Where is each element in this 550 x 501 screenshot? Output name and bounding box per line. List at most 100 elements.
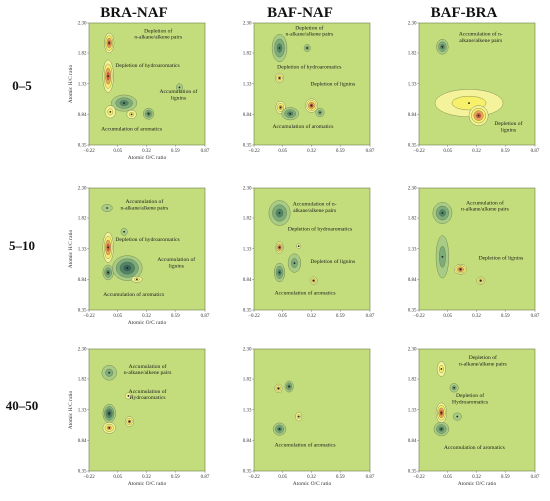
contour-peak-dot — [123, 102, 126, 104]
contour-peak-dot — [277, 387, 280, 390]
contour-group — [433, 361, 462, 437]
y-tick-label: 0.35 — [408, 309, 417, 314]
x-tick-label: 0.32 — [472, 149, 481, 154]
contour-blob-positive — [434, 89, 504, 118]
panel-r2-c0: −0.22 0.05 0.32 0.59 0.87 0.35 0.84 1.33 1.82 2.3… — [68, 348, 210, 487]
contour-blob-negative — [268, 200, 291, 226]
contour-peak-dot — [108, 371, 111, 374]
x-tick-label: 0.32 — [472, 475, 481, 480]
contour-blob-negative — [315, 107, 325, 118]
x-tick-label: −0.22 — [83, 149, 95, 154]
contour-blob-positive — [275, 241, 284, 254]
contour-blob-positive — [104, 32, 115, 54]
contour-blob-negative — [101, 204, 113, 212]
x-tick-label: 0.05 — [443, 475, 452, 480]
contour-blob-negative — [101, 365, 117, 381]
contour-peak-dot — [441, 45, 444, 48]
contour-peak-dot — [440, 428, 443, 430]
contour-group — [101, 204, 143, 283]
contour-peak-dot — [108, 412, 111, 415]
panel-r1-c0: −0.22 0.05 0.32 0.59 0.87 0.35 0.84 1.33 1.82 2.3… — [68, 187, 210, 326]
annotation-depletion-of-lignins: Depletion of lignins — [310, 81, 355, 88]
contour-blob-negative — [112, 255, 143, 281]
x-tick-label: 0.05 — [113, 314, 122, 319]
contour-peak-dot — [468, 102, 470, 104]
contour-blob-negative — [274, 262, 286, 283]
annotation-label: Depletion of hydroaromatics — [277, 64, 341, 71]
annotation-label: Depletion of hydroaromatics — [115, 236, 179, 243]
annotation-label: Depletion of n-alkane/alkene pairs — [285, 24, 333, 37]
annotation-label: Accumulation of aromatics — [103, 291, 164, 298]
contour-peak-dot — [278, 47, 281, 49]
x-tick-label: 0.87 — [201, 149, 210, 154]
y-tick-label: 2.30 — [78, 22, 87, 27]
contour-blob-positive — [104, 105, 116, 119]
y-tick-label: 1.33 — [78, 247, 87, 252]
y-tick-label: 0.84 — [408, 113, 417, 118]
contour-peak-dot — [107, 246, 110, 249]
annotation-accumulation-of-aromatics: Accumulation of aromatics — [444, 444, 505, 451]
contour-group — [102, 32, 183, 120]
annotation-label: Accumulation of n-alkane/alkene pairs — [120, 198, 168, 211]
annotation-depletion-of-n-alkane-alkene-pairs: Depletion of n-alkane/alkene pairs — [459, 354, 507, 367]
panel-background — [253, 348, 371, 472]
contour-peak-dot — [479, 279, 482, 282]
annotation-depletion-of-lignins: Depletion of lignins — [310, 258, 355, 265]
annotation-depletion-of-hydroaromatics: Depletion of Hydroaromatics — [452, 392, 488, 405]
x-tick-label: 0.32 — [307, 475, 316, 480]
annotation-accumulation-of-n-alkane-alkene-pairs: Accumulation of n-alkane/alkene pairs — [461, 199, 509, 212]
y-tick-label: 0.84 — [78, 278, 87, 283]
panel-r2-c2: −0.22 0.05 0.32 0.59 0.87 0.35 0.84 1.33 1.82 2.3… — [408, 348, 540, 487]
x-tick-label: −0.22 — [413, 314, 425, 319]
annotation-label: Accumulation of aromatics — [101, 126, 162, 133]
annotation-depletion-of-n-alkane-alkene-pairs: Depletion of n-alkane/alkene pairs — [134, 27, 182, 40]
contour-blob-positive — [453, 264, 468, 275]
x-tick-label: −0.22 — [83, 314, 95, 319]
y-tick-label: 1.82 — [78, 217, 87, 222]
row-title-5-10: 5–10 — [9, 238, 35, 253]
contour-peak-dot — [147, 112, 150, 115]
annotation-accumulation-of-lignins: Accumulation of lignins — [160, 88, 198, 101]
x-tick-label: 0.87 — [531, 149, 540, 154]
contour-peak-dot — [297, 415, 300, 418]
contour-blob-positive — [125, 392, 132, 400]
annotation-label: Depletion of lignins — [479, 254, 524, 261]
contour-blob-negative — [143, 107, 155, 120]
y-tick-label: 1.82 — [78, 378, 87, 383]
contour-peak-dot — [130, 113, 133, 116]
contour-peak-dot — [306, 47, 309, 49]
panel-r0-c1: −0.22 0.05 0.32 0.59 0.87 0.35 0.84 1.33 1.82 2.3… — [243, 22, 375, 154]
contour-group — [268, 200, 318, 285]
contour-peak-dot — [128, 420, 131, 423]
x-tick-label: 0.59 — [501, 314, 510, 319]
contour-peak-dot — [278, 212, 281, 214]
contour-blob-negative — [452, 412, 462, 421]
contour-peak-dot — [108, 42, 111, 44]
y-tick-label: 1.82 — [78, 52, 87, 57]
x-tick-label: 0.32 — [307, 314, 316, 319]
annotation-accumulation-of-hydroaromatics: Accumulation of Hydroaromatics — [129, 388, 167, 401]
annotation-label: Depletion of hydroaromatics — [115, 62, 179, 69]
annotation-label: Accumulation of n-alkane/alkene pairs — [124, 363, 172, 376]
annotation-accumulation-of-aromatics: Accumulation of aromatics — [273, 123, 334, 130]
annotation-accumulation-of-n-alkane-alkene-pairs: Accumulation of n-alkane/alkene pairs — [293, 201, 337, 214]
y-tick-label: 1.33 — [78, 408, 87, 413]
contour-peak-dot — [293, 262, 296, 264]
contour-peak-dot — [453, 386, 456, 389]
x-tick-label: 0.59 — [171, 149, 180, 154]
contour-peak-dot — [107, 75, 110, 78]
contour-blob-negative — [281, 107, 299, 121]
x-axis-label: Atomic O/C ratio — [128, 320, 167, 326]
contour-blob-positive — [296, 243, 302, 249]
panel-r1-c1: −0.22 0.05 0.32 0.59 0.87 0.35 0.84 1.33 1.82 2.3… — [243, 187, 375, 319]
y-tick-label: 2.30 — [243, 187, 252, 192]
contour-panels: −0.22 0.05 0.32 0.59 0.87 0.35 0.84 1.33 1.82 2.3… — [68, 22, 540, 487]
x-axis-label: Atomic O/C ratio — [293, 481, 332, 487]
y-tick-label: 1.33 — [408, 82, 417, 87]
y-tick-label: 0.35 — [78, 309, 87, 314]
contour-peak-dot — [135, 278, 138, 281]
y-tick-label: 0.35 — [408, 470, 417, 475]
contour-blob-negative — [436, 39, 449, 55]
x-tick-label: 0.87 — [531, 475, 540, 480]
annotation-label: Depletion of lignins — [310, 81, 355, 88]
